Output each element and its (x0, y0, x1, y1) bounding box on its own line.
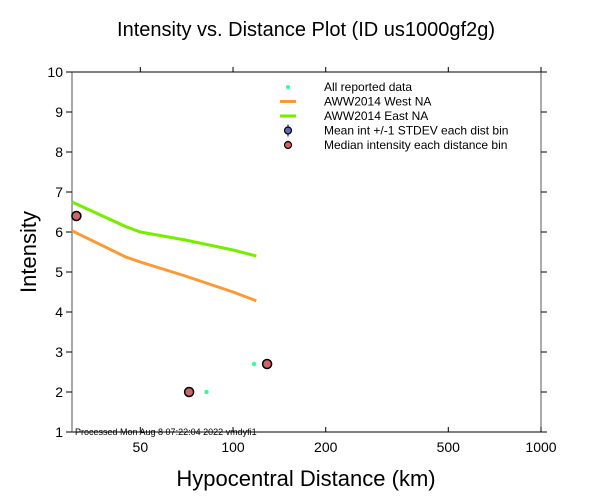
legend-swatch-dot (286, 85, 290, 89)
x-tick-label: 1000 (525, 439, 556, 455)
y-tick-label: 6 (55, 224, 63, 240)
x-tick-label: 500 (437, 439, 461, 455)
plot-frame (71, 71, 542, 433)
median-point (183, 386, 195, 398)
y-axis: 1 2 3 4 5 6 7 8 9 10 (47, 64, 547, 440)
legend-swatch-mean (283, 126, 293, 135)
legend-swatch-median (283, 140, 293, 150)
x-tick-label: 100 (221, 439, 245, 455)
processed-footer: Processed Mon Aug 8 07:22:04 2022 vmdyfi… (75, 427, 257, 437)
chart-title: Intensity vs. Distance Plot (ID us1000gf… (117, 19, 495, 41)
legend-label: Median intensity each distance bin (324, 138, 507, 152)
x-axis: 50 100 200 500 1000 (133, 67, 557, 455)
x-tick-label: 50 (133, 439, 149, 455)
reported-data-point (251, 361, 257, 367)
legend-label: AWW2014 East NA (324, 109, 428, 123)
x-tick-label: 200 (314, 439, 338, 455)
x-axis-label: Hypocentral Distance (km) (176, 466, 435, 491)
y-tick-label: 10 (47, 64, 63, 80)
y-tick-label: 3 (55, 344, 63, 360)
y-tick-label: 5 (55, 264, 63, 280)
median-point (261, 358, 273, 370)
median-point (71, 210, 82, 222)
y-tick-label: 4 (55, 304, 63, 320)
plot-series (71, 200, 273, 398)
legend-label: Mean int +/-1 STDEV each dist bin (324, 124, 508, 138)
legend-label: All reported data (324, 80, 412, 94)
y-axis-label: Intensity (16, 211, 41, 293)
legend-label: AWW2014 West NA (324, 95, 431, 109)
y-tick-label: 9 (55, 104, 63, 120)
reported-data-point (204, 389, 209, 395)
series-line (71, 200, 257, 258)
y-tick-label: 1 (55, 424, 63, 440)
series-line (71, 229, 257, 303)
y-tick-label: 2 (55, 384, 63, 400)
y-tick-label: 8 (55, 144, 63, 160)
y-tick-label: 7 (55, 184, 63, 200)
